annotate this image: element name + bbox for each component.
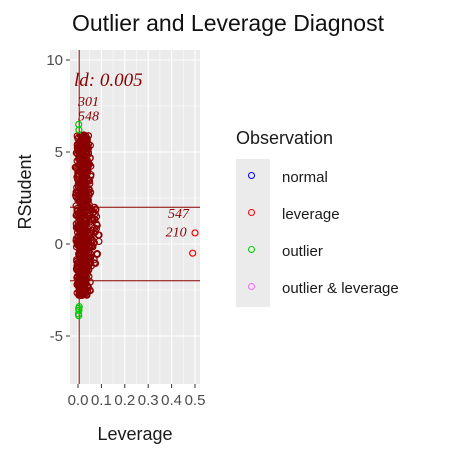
- data-points: [71, 120, 199, 320]
- legend-item: outlier & leverage: [236, 270, 399, 307]
- data-point: [83, 179, 91, 187]
- data-point: [79, 166, 88, 175]
- data-point: [76, 198, 84, 206]
- data-point: [78, 272, 86, 280]
- data-point: [84, 243, 93, 251]
- data-point: [93, 250, 101, 258]
- data-point: [81, 133, 89, 142]
- legend-marker-icon: [248, 209, 255, 216]
- legend-key: [236, 233, 270, 270]
- x-tick-label: 0.2: [114, 392, 135, 409]
- data-point: [77, 281, 85, 289]
- data-point: [74, 187, 82, 195]
- outlier-point: [75, 302, 83, 311]
- legend-key: [236, 270, 270, 307]
- data-point: [89, 243, 97, 251]
- point-label: 301: [77, 95, 99, 110]
- data-point: [85, 185, 93, 193]
- legend-marker-icon: [248, 172, 255, 179]
- data-point: [81, 208, 89, 216]
- point-label: 548: [78, 110, 99, 125]
- legend-marker-icon: [248, 246, 255, 253]
- threshold-annotation: ld: 0.005: [74, 70, 143, 91]
- legend-label: leverage: [282, 206, 340, 223]
- data-point: [80, 192, 88, 201]
- data-point: [77, 244, 85, 252]
- data-point: [74, 175, 82, 183]
- legend-item: leverage: [236, 196, 399, 233]
- y-tick-label: 5: [55, 144, 63, 161]
- legend-items: normal leverage outlier outlier & leverage: [236, 159, 399, 307]
- data-point: [81, 224, 89, 232]
- legend-label: outlier: [282, 243, 323, 260]
- data-point: [72, 164, 80, 172]
- x-tick-label: 0.5: [185, 392, 206, 409]
- legend-item: outlier: [236, 233, 399, 270]
- data-point: [73, 207, 81, 215]
- data-point: [90, 239, 98, 247]
- leverage-point: [189, 249, 197, 257]
- data-point: [77, 252, 85, 261]
- x-tick-label: 0.1: [91, 392, 112, 409]
- data-point: [89, 215, 97, 223]
- data-point: [77, 289, 86, 297]
- chart-title: Outlier and Leverage Diagnost: [72, 10, 384, 36]
- legend-item: normal: [236, 159, 399, 196]
- data-point: [73, 140, 81, 149]
- outlier-point: [75, 312, 83, 320]
- x-tick-label: 0.0: [68, 392, 89, 409]
- data-point: [83, 282, 92, 290]
- data-point: [75, 259, 83, 267]
- outlier-point: [75, 120, 83, 129]
- data-point: [93, 221, 101, 230]
- leverage-point: [191, 229, 199, 237]
- x-axis-title: Leverage: [97, 424, 172, 444]
- data-point: [84, 142, 92, 150]
- x-tick-label: 0.3: [138, 392, 159, 409]
- legend-marker-icon: [248, 283, 255, 290]
- data-point: [95, 237, 103, 246]
- legend-label: normal: [282, 169, 328, 186]
- axes: -5 0 5 10 0.0 0.1 0.2 0.3 0.4 0.5: [46, 52, 205, 409]
- data-point: [76, 220, 84, 229]
- legend-title: Observation: [236, 128, 334, 148]
- y-tick-label: 10: [46, 52, 63, 69]
- data-point: [91, 228, 100, 236]
- y-tick-label: -5: [50, 328, 63, 345]
- data-point: [76, 158, 84, 166]
- legend-label: outlier & leverage: [282, 280, 399, 297]
- data-point: [90, 259, 98, 267]
- data-point: [77, 144, 85, 152]
- data-point: [90, 256, 98, 264]
- data-point: [74, 236, 83, 244]
- y-tick-label: 0: [55, 236, 63, 253]
- legend: Observation normal leverage outlier outlier…: [236, 128, 399, 307]
- data-point: [88, 206, 96, 214]
- point-label: 210: [166, 226, 187, 241]
- data-point: [84, 166, 92, 175]
- y-axis-title: RStudent: [15, 154, 35, 229]
- data-point: [84, 150, 93, 158]
- data-point: [81, 181, 89, 189]
- data-point: [80, 132, 88, 140]
- point-label: 547: [168, 207, 190, 222]
- legend-key: [236, 159, 270, 196]
- x-tick-label: 0.4: [161, 392, 182, 409]
- data-point: [77, 205, 85, 213]
- legend-key: [236, 196, 270, 233]
